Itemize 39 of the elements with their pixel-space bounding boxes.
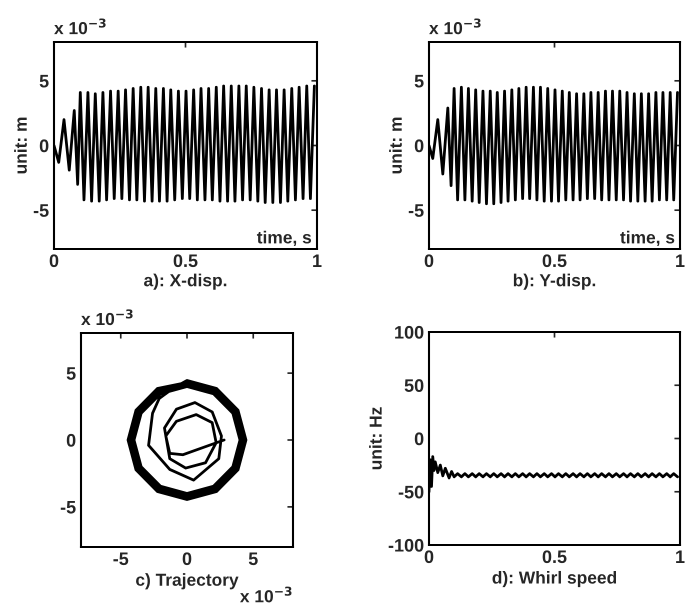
x-tick-label: 1 — [313, 254, 322, 267]
y-tick-label: -50 — [398, 486, 424, 498]
x-axis-title: time, s — [256, 230, 312, 246]
y-tick-label: 100 — [395, 326, 424, 339]
y-tick-label: 50 — [404, 379, 424, 392]
y-tick-label: 5 — [66, 367, 76, 380]
y-tick-label: -5 — [60, 500, 76, 514]
text: x 10$^{−3}$ — [429, 18, 481, 34]
y-tick-label: 0 — [66, 434, 76, 447]
x-axis-title: time, s — [620, 230, 674, 246]
y-tick-label: 0 — [414, 139, 424, 152]
x-tick-label: 0 — [50, 254, 58, 268]
x-tick-label: -5 — [113, 552, 128, 566]
y-tick-label: 0 — [40, 139, 48, 152]
x-tick-label: 0.5 — [174, 254, 198, 268]
text: c) Trajectory — [136, 573, 239, 590]
x-tick-label: 0.5 — [542, 550, 567, 564]
text: d): Whirl speed — [492, 570, 616, 588]
y-tick-label: 5 — [414, 74, 424, 88]
x-tick-label: 1 — [676, 254, 685, 267]
x-tick-label: 0 — [424, 254, 434, 268]
text: b): Y-disp. — [514, 274, 596, 290]
x-tick-label: 5 — [248, 552, 258, 566]
y-axis-title: unit: Hz — [369, 407, 382, 470]
y-tick-label: 0 — [414, 432, 424, 446]
y-axis-title: unit: m — [389, 118, 402, 174]
x-tick-label: 0 — [424, 550, 434, 564]
text: x 10$^{−3}$ — [240, 586, 292, 602]
x-tick-label: 0.5 — [542, 254, 567, 268]
text: a): X-disp. — [144, 274, 226, 290]
text: x 10$^{−3}$ — [54, 18, 106, 34]
y-axis-title: unit: m — [14, 118, 27, 174]
x-tick-label: 1 — [676, 550, 685, 563]
y-tick-label: -5 — [408, 204, 424, 217]
y-tick-label: 5 — [40, 74, 49, 88]
x-tick-label: 0 — [182, 552, 192, 566]
y-tick-label: -100 — [388, 538, 424, 552]
y-tick-label: -5 — [34, 204, 49, 217]
text: x 10$^{−3}$ — [81, 309, 133, 326]
